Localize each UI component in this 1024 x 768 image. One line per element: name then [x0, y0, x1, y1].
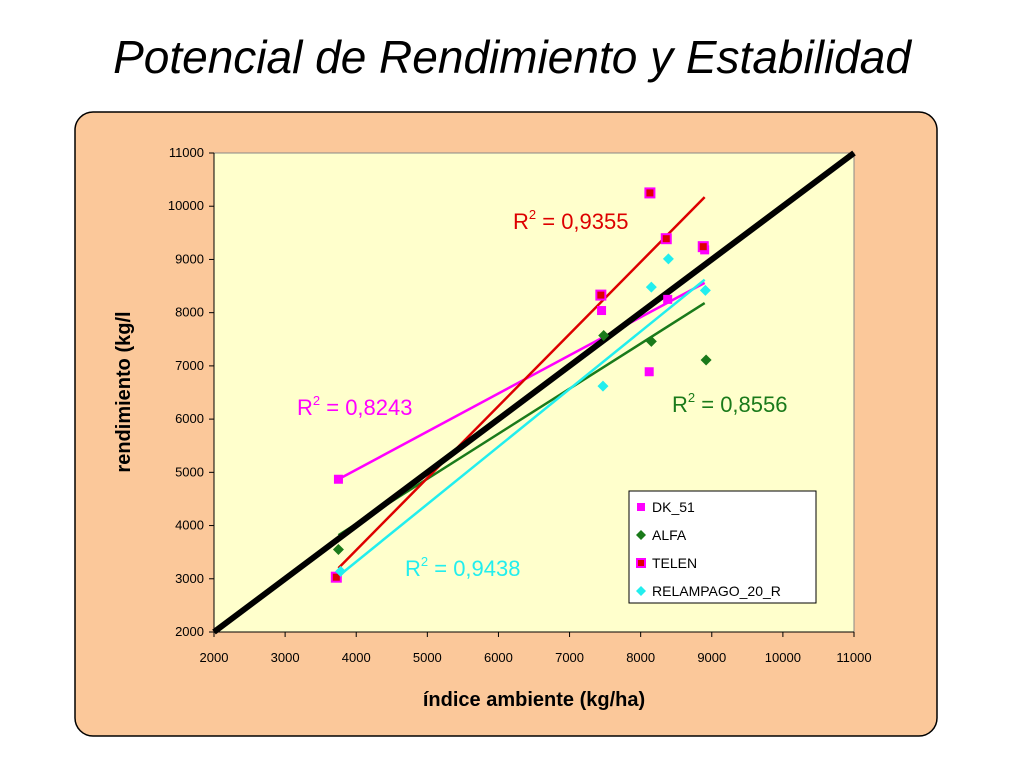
- reference-line: [212, 150, 856, 635]
- point-alfa: [332, 544, 344, 556]
- point-telen: [330, 571, 342, 583]
- x-tick-label: 10000: [765, 650, 801, 665]
- y-tick-label: 10000: [168, 198, 204, 213]
- point-relampago: [335, 565, 347, 577]
- r2-label-dk51: R2 = 0,8243: [297, 393, 413, 420]
- point-alfa: [645, 335, 657, 347]
- legend-marker-alfa: [636, 530, 646, 540]
- point-dk51: [663, 294, 673, 304]
- x-axis-label: índice ambiente (kg/ha): [423, 689, 645, 711]
- y-axis: 2000 3000 4000 5000 6000 7000 8000 9000 10000 110…: [168, 145, 215, 639]
- r2-label-telen: R2 = 0,9355: [513, 207, 629, 234]
- point-telen: [644, 187, 656, 199]
- y-tick-label: 6000: [175, 411, 204, 426]
- point-telen: [697, 241, 709, 253]
- point-telen: [660, 233, 672, 245]
- y-tick-label: 2000: [175, 624, 204, 639]
- y-tick-label: 7000: [175, 358, 204, 373]
- point-relampago: [597, 380, 609, 392]
- point-relampago: [699, 284, 711, 296]
- point-relampago: [645, 281, 657, 293]
- legend-label-relampago: RELAMPAGO_20_R: [652, 583, 781, 599]
- x-tick-label: 2000: [200, 650, 229, 665]
- point-dk51: [333, 474, 343, 484]
- x-axis: 2000 3000 4000 5000 6000 7000 8000 9000 10000 110…: [200, 631, 872, 665]
- legend-marker-relampago: [636, 586, 646, 596]
- legend-label-dk51: DK_51: [652, 499, 695, 515]
- data-points: [330, 187, 712, 583]
- x-tick-label: 11000: [836, 650, 871, 665]
- legend-label-alfa: ALFA: [652, 527, 687, 543]
- y-axis-label: rendimiento (kg/l: [113, 311, 135, 472]
- legend-label-telen: TELEN: [652, 555, 697, 571]
- r2-label-alfa: R2 = 0,8556: [672, 390, 788, 417]
- point-dk51: [597, 306, 607, 316]
- x-tick-label: 9000: [697, 650, 726, 665]
- legend-marker-telen: [636, 558, 646, 568]
- y-tick-label: 4000: [175, 518, 204, 533]
- x-tick-label: 4000: [342, 650, 371, 665]
- x-tick-label: 5000: [413, 650, 442, 665]
- trendline-telen: [337, 196, 706, 570]
- y-tick-label: 9000: [175, 251, 204, 266]
- point-alfa: [700, 354, 712, 366]
- legend-box: [628, 490, 817, 604]
- point-dk51: [644, 367, 654, 377]
- r2-label-relampago: R2 = 0,9438: [405, 554, 521, 581]
- point-relampago: [662, 253, 674, 265]
- y-tick-label: 8000: [175, 305, 204, 320]
- point-alfa: [598, 330, 610, 342]
- y-tick-label: 3000: [175, 571, 204, 586]
- y-tick-label: 11000: [169, 145, 204, 160]
- trendline-relampago: [337, 278, 706, 578]
- x-tick-label: 8000: [626, 650, 655, 665]
- legend-marker-dk51: [637, 503, 645, 511]
- slide-title: Potencial de Rendimiento y Estabilidad: [113, 31, 911, 83]
- x-tick-label: 6000: [484, 650, 513, 665]
- point-telen: [595, 289, 607, 301]
- x-tick-label: 3000: [271, 650, 300, 665]
- legend: DK_51 ALFA TELEN RELAMPAGO_20_R: [628, 490, 817, 604]
- x-tick-label: 7000: [555, 650, 584, 665]
- y-tick-label: 5000: [175, 464, 204, 479]
